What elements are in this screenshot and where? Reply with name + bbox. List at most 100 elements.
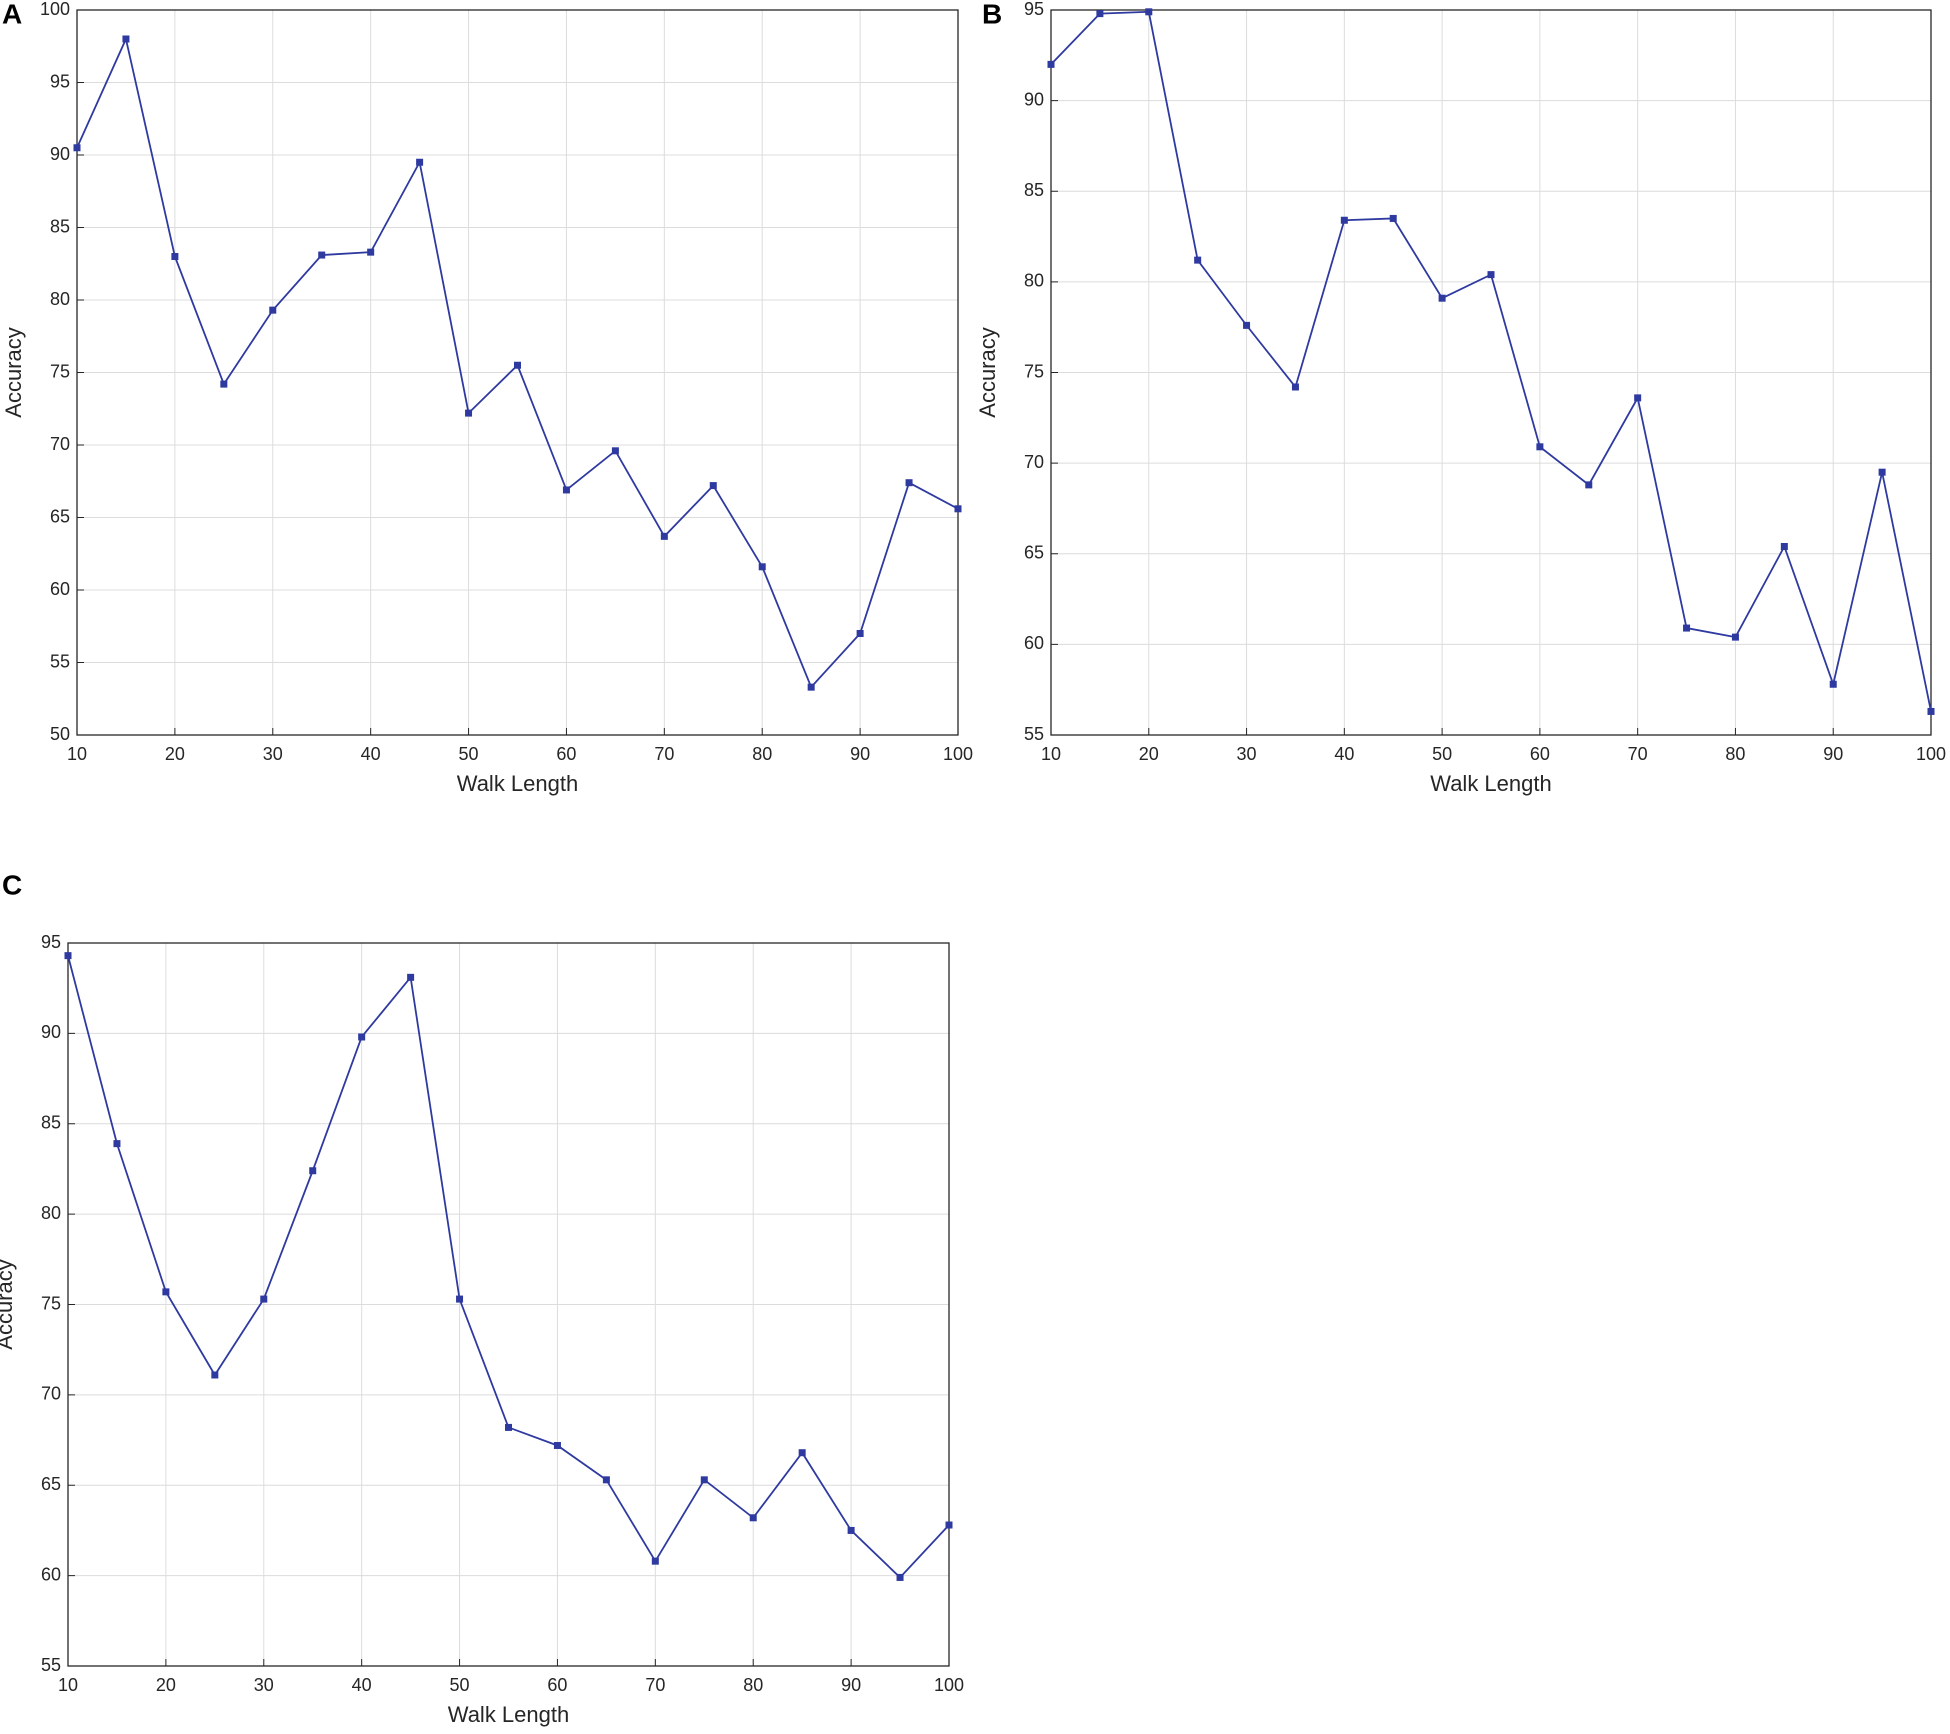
data-point [1634, 394, 1642, 402]
data-point [660, 532, 668, 540]
y-tick-label: 80 [41, 1203, 61, 1223]
panel-label: A [2, 0, 22, 29]
x-tick-label: 70 [654, 744, 674, 764]
data-point [456, 1295, 464, 1303]
data-point [602, 1476, 610, 1484]
data-point [407, 973, 415, 981]
data-point [1683, 624, 1691, 632]
data-line [1050, 10, 1932, 712]
data-point [758, 563, 766, 571]
y-tick-label: 90 [50, 144, 70, 164]
y-tick-label: 75 [1024, 361, 1044, 381]
data-point [1194, 256, 1202, 264]
x-tick-label: 10 [1041, 744, 1061, 764]
y-tick-label: 100 [40, 0, 70, 19]
data-point [896, 1573, 904, 1581]
x-tick-label: 10 [58, 1675, 78, 1695]
data-point [807, 683, 815, 691]
data-line [67, 955, 950, 1579]
x-tick-label: 80 [1725, 744, 1745, 764]
data-point [562, 486, 570, 494]
data-point [798, 1449, 806, 1457]
y-tick-label: 85 [1024, 180, 1044, 200]
x-axis-label: Walk Length [457, 771, 578, 796]
data-point [1585, 481, 1593, 489]
data-point [847, 1526, 855, 1534]
y-tick-label: 95 [41, 932, 61, 952]
data-point [749, 1514, 757, 1522]
data-point [1340, 216, 1348, 224]
data-point [1243, 321, 1251, 329]
data-point [651, 1557, 659, 1565]
y-tick-label: 75 [50, 361, 70, 381]
y-tick-label: 85 [50, 216, 70, 236]
y-tick-label: 95 [1024, 0, 1044, 19]
data-point [211, 1371, 219, 1379]
data-point [1389, 214, 1397, 222]
y-tick-label: 65 [50, 506, 70, 526]
data-point [162, 1288, 170, 1296]
chart: B 55 60 65 70 75 80 85 90 95 10 20 30 40 50 60 70 80 90 100… [975, 0, 1946, 796]
data-point [358, 1033, 366, 1041]
x-tick-label: 50 [459, 744, 479, 764]
x-tick-label: 50 [1432, 744, 1452, 764]
data-point [1731, 633, 1739, 641]
y-tick-label: 90 [1024, 89, 1044, 109]
data-point [505, 1423, 512, 1431]
x-tick-label: 40 [352, 1675, 372, 1695]
x-tick-label: 90 [1823, 744, 1843, 764]
y-tick-label: 70 [1024, 452, 1044, 472]
y-tick-label: 65 [1024, 543, 1044, 563]
panel-label: B [982, 0, 1002, 29]
y-tick-label: 60 [50, 579, 70, 599]
x-axis-label: Walk Length [1430, 771, 1551, 796]
data-point [318, 251, 326, 259]
data-point [1927, 707, 1935, 715]
data-point [220, 380, 228, 388]
data-point [1487, 271, 1495, 279]
x-tick-label: 60 [556, 744, 576, 764]
data-point [1291, 383, 1299, 391]
y-tick-label: 80 [50, 289, 70, 309]
y-tick-label: 80 [1024, 271, 1044, 291]
data-point [700, 1476, 708, 1484]
data-point [416, 158, 424, 166]
x-tick-label: 70 [1628, 744, 1648, 764]
y-tick-label: 70 [50, 434, 70, 454]
data-point [309, 1167, 317, 1175]
y-axis-label: Accuracy [1, 327, 26, 417]
data-point [1047, 60, 1055, 68]
y-tick-label: 50 [50, 724, 70, 744]
data-point [856, 630, 864, 637]
x-tick-label: 60 [547, 1675, 567, 1695]
y-axis-label: Accuracy [0, 1259, 17, 1349]
data-point [954, 505, 962, 513]
y-tick-label: 55 [50, 651, 70, 671]
data-point [171, 253, 179, 260]
plot-frame [67, 942, 950, 1667]
y-tick-label: 60 [41, 1564, 61, 1584]
x-tick-label: 30 [1237, 744, 1257, 764]
data-point [465, 409, 473, 417]
data-point [611, 447, 619, 455]
data-point [1145, 8, 1153, 16]
x-tick-label: 100 [943, 744, 973, 764]
x-tick-label: 80 [752, 744, 772, 764]
data-point [709, 482, 717, 490]
data-point [1829, 680, 1837, 688]
data-point [1780, 543, 1788, 550]
y-tick-label: 85 [41, 1113, 61, 1133]
data-point [367, 248, 375, 256]
data-point [73, 144, 81, 152]
y-tick-label: 75 [41, 1293, 61, 1313]
x-tick-label: 70 [645, 1675, 665, 1695]
y-tick-label: 55 [1024, 724, 1044, 744]
data-point [269, 306, 277, 314]
x-tick-label: 100 [1916, 744, 1946, 764]
x-tick-label: 10 [67, 744, 87, 764]
y-tick-label: 60 [1024, 633, 1044, 653]
chart: C 55 60 65 70 75 80 85 90 95 10 20 30 40 50 60 70 80 90 100… [0, 869, 964, 1726]
x-tick-label: 100 [934, 1675, 964, 1695]
